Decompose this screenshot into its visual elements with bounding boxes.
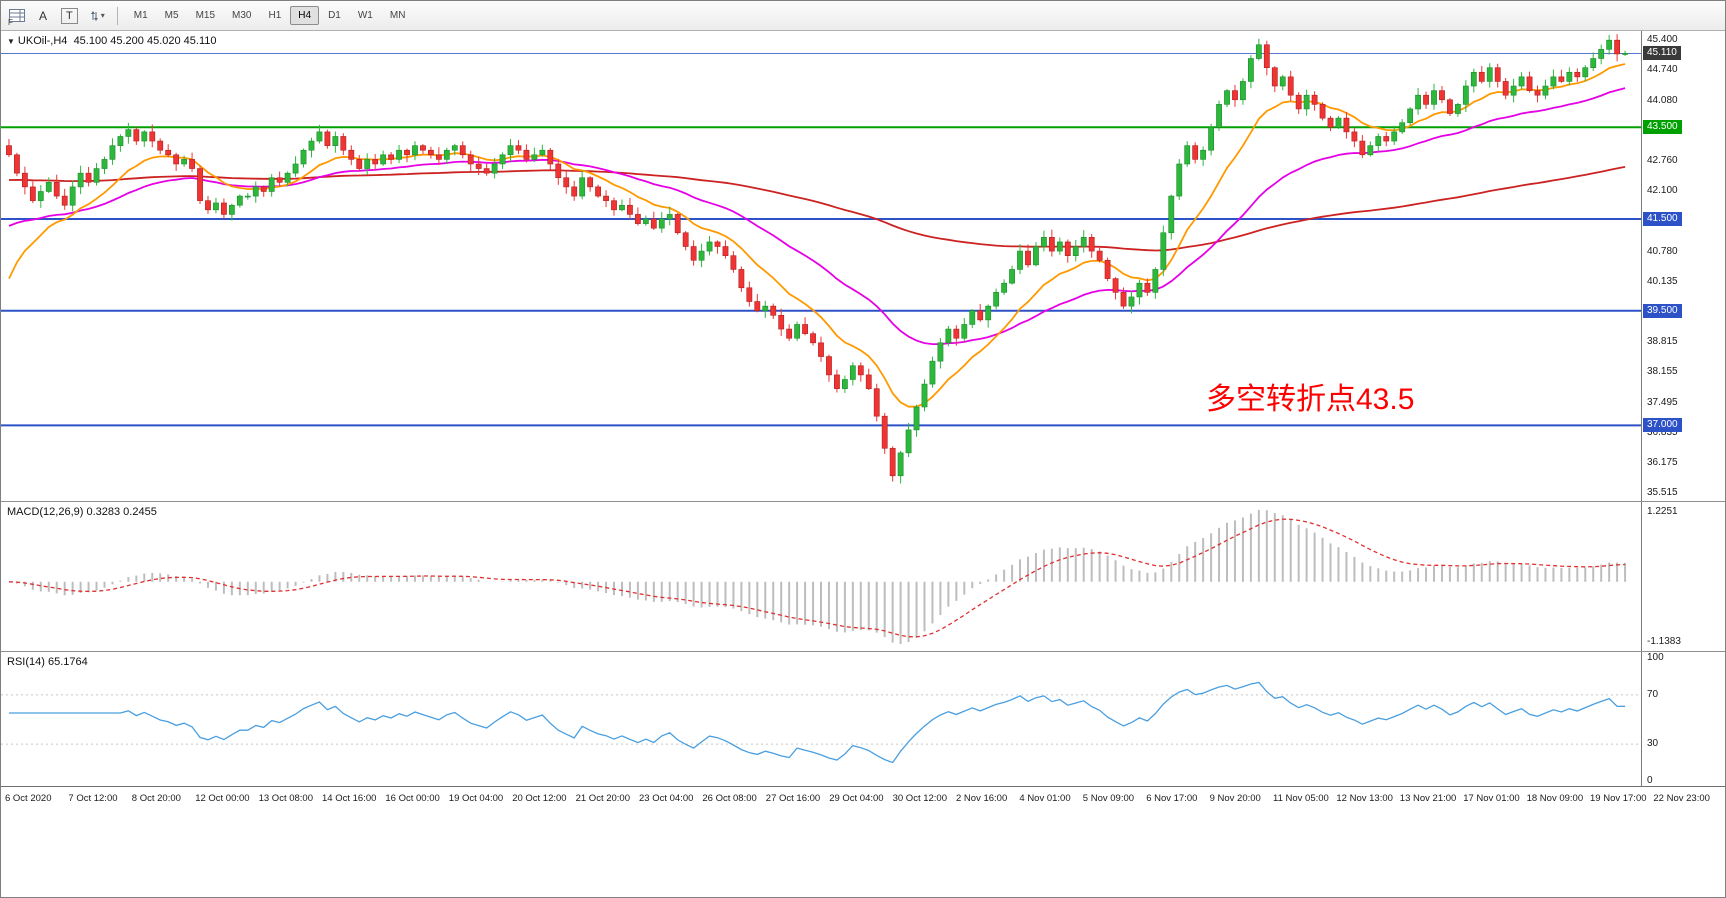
rsi-axis-label: 100: [1647, 652, 1664, 663]
rsi-header: RSI(14) 65.1764: [7, 656, 88, 668]
timeframe-toolbar: M1 M5 M15 M30 H1 H4 D1 W1 MN: [126, 6, 414, 25]
toolbar: F A T ▾ M1 M5 M15 M30 H1 H4 D1 W1 MN: [1, 1, 1725, 31]
time-axis-label: 19 Nov 17:00: [1590, 793, 1647, 804]
cycle-symbols-button[interactable]: ▾: [84, 5, 109, 27]
toolbar-separator: [116, 6, 118, 25]
time-axis-label: 29 Oct 04:00: [829, 793, 884, 804]
price-chart-canvas[interactable]: [1, 31, 1641, 501]
rsi-axis-label: 30: [1647, 738, 1659, 750]
timeframe-button-h4[interactable]: H4: [290, 6, 320, 25]
price-axis-label: 38.155: [1647, 366, 1678, 378]
price-axis-label: 37.495: [1647, 396, 1678, 408]
main-chart-panel: ▼ UKOil-,H4 45.100 45.200 45.020 45.110 多…: [1, 31, 1725, 501]
rsi-axis[interactable]: 100 70 30 0: [1641, 652, 1725, 786]
time-axis-label: 8 Oct 20:00: [131, 793, 181, 804]
macd-axis[interactable]: 1.2251 -1.1383: [1641, 502, 1725, 651]
time-axis-label: 2 Nov 16:00: [956, 793, 1008, 804]
timeframe-button-h1[interactable]: H1: [260, 6, 289, 25]
price-line-badge: 39.500: [1643, 303, 1682, 318]
text-box-label: T: [61, 7, 78, 24]
price-chart[interactable]: ▼ UKOil-,H4 45.100 45.200 45.020 45.110 多…: [1, 31, 1641, 501]
price-axis-label: 36.175: [1647, 457, 1678, 469]
time-axis-label: 13 Nov 21:00: [1399, 793, 1457, 804]
price-axis-label: 42.760: [1647, 155, 1678, 167]
time-axis-label: 9 Nov 20:00: [1209, 793, 1261, 804]
time-axis-label: 11 Nov 05:00: [1273, 793, 1329, 804]
timeframe-button-m1[interactable]: M1: [126, 6, 156, 25]
up-down-arrows-icon: [90, 10, 98, 21]
price-axis-label: 40.780: [1647, 246, 1678, 257]
timeframe-button-m5[interactable]: M5: [157, 6, 187, 25]
time-axis-label: 7 Oct 12:00: [68, 793, 118, 804]
time-axis-label: 6 Oct 2020: [5, 793, 52, 804]
chart-ohlc-label: 45.100 45.200 45.020 45.110: [73, 35, 217, 47]
chart-symbol-label: UKOil-,H4: [17, 35, 68, 47]
price-line-badge: 43.500: [1643, 120, 1682, 135]
time-axis-label: 17 Nov 01:00: [1463, 793, 1520, 804]
macd-axis-label: -1.1383: [1647, 636, 1681, 647]
macd-axis-label: 1.2251: [1647, 506, 1678, 517]
grid-icon: [9, 9, 25, 22]
price-axis-label: 44.740: [1647, 64, 1678, 76]
time-axis-label: 16 Oct 00:00: [385, 793, 440, 804]
price-line-badge: 37.000: [1643, 418, 1682, 433]
price-line-badge: 41.500: [1643, 212, 1682, 226]
price-axis-label: 40.135: [1647, 275, 1678, 287]
timeframe-button-mn[interactable]: MN: [382, 6, 414, 25]
macd-canvas[interactable]: [1, 502, 1641, 651]
time-axis-label: 22 Nov 23:00: [1653, 793, 1710, 804]
time-axis-label: 19 Oct 04:00: [448, 793, 504, 804]
time-axis-label: 27 Oct 16:00: [765, 793, 821, 804]
price-axis-label: 44.080: [1647, 94, 1678, 106]
time-axis-label: 6 Nov 17:00: [1146, 793, 1198, 804]
rsi-plot[interactable]: RSI(14) 65.1764: [1, 652, 1641, 786]
macd-panel: MACD(12,26,9) 0.3283 0.2455 1.2251 -1.138…: [1, 501, 1725, 651]
time-axis-label: 13 Oct 08:00: [258, 793, 313, 804]
time-axis-label: 20 Oct 12:00: [512, 793, 567, 804]
rsi-canvas[interactable]: [1, 652, 1641, 786]
current-price-badge: 45.110: [1643, 46, 1681, 61]
timeframe-button-m15[interactable]: M15: [188, 6, 223, 25]
collapse-triangle-icon: ▼: [7, 37, 15, 46]
timeframe-button-d1[interactable]: D1: [320, 6, 349, 25]
text-annotation-button[interactable]: A: [31, 5, 55, 27]
time-axis-label: 5 Nov 09:00: [1082, 793, 1135, 804]
chevron-down-icon: ▾: [100, 11, 105, 20]
time-axis-label: 18 Nov 09:00: [1526, 793, 1584, 804]
price-axis-label: 36.835: [1647, 426, 1678, 438]
price-axis[interactable]: 45.400 44.740 44.080 42.760 42.100 40.780 40.1…: [1641, 31, 1725, 501]
time-axis-label: 26 Oct 08:00: [702, 793, 757, 804]
price-axis-label: 45.400: [1647, 34, 1678, 46]
chart-header: ▼ UKOil-,H4 45.100 45.200 45.020 45.110: [7, 35, 217, 47]
price-axis-label: 42.100: [1647, 185, 1678, 197]
price-axis-label: 35.515: [1647, 487, 1678, 499]
text-box-button[interactable]: T: [57, 5, 82, 27]
rsi-axis-label: 70: [1647, 688, 1659, 700]
chart-grid-icon-button[interactable]: [5, 5, 29, 27]
toolbar-corner-label: F: [8, 18, 13, 27]
timeframe-button-m30[interactable]: M30: [224, 6, 259, 25]
time-axis-label: 14 Oct 16:00: [322, 793, 377, 804]
timeframe-button-w1[interactable]: W1: [350, 6, 381, 25]
time-axis-label: 21 Oct 20:00: [575, 793, 630, 804]
time-axis-label: 12 Oct 00:00: [195, 793, 250, 804]
time-axis[interactable]: 6 Oct 2020 7 Oct 12:00 8 Oct 20:00 12 Oct 0…: [1, 786, 1725, 811]
time-axis-label: 12 Nov 13:00: [1336, 793, 1393, 804]
rsi-panel: RSI(14) 65.1764 100 70 30 0: [1, 651, 1725, 786]
macd-header: MACD(12,26,9) 0.3283 0.2455: [7, 506, 157, 518]
price-axis-label: 38.815: [1647, 336, 1678, 348]
time-axis-label: 23 Oct 04:00: [639, 793, 694, 804]
macd-plot[interactable]: MACD(12,26,9) 0.3283 0.2455: [1, 502, 1641, 651]
rsi-axis-label: 0: [1647, 775, 1653, 786]
time-axis-label: 30 Oct 12:00: [892, 793, 947, 804]
time-axis-label: 4 Nov 01:00: [1019, 793, 1071, 804]
chart-annotation: 多空转折点43.5: [1206, 383, 1415, 416]
